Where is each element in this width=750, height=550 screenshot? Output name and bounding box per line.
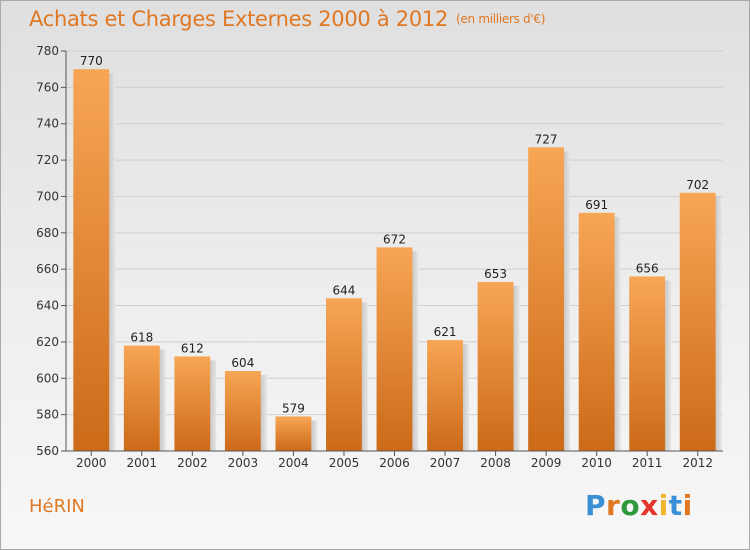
- x-tick-label: 2010: [581, 456, 612, 470]
- bar-shadow: [109, 73, 116, 451]
- logo-letter: t: [668, 489, 683, 522]
- x-tick-label: 2003: [228, 456, 259, 470]
- bar: [326, 298, 362, 451]
- axis-layer: 560 580 600 620 640 660 680 700 720 740 760 780 2000…: [36, 44, 723, 470]
- bar-shadow: [159, 349, 166, 451]
- bar: [376, 247, 413, 451]
- bar-shadow-layer: [109, 73, 722, 451]
- y-tick-label: 720: [36, 153, 59, 167]
- x-tick-label: 2000: [76, 456, 107, 470]
- bar: [224, 371, 261, 451]
- x-tick-label: 2007: [430, 456, 461, 470]
- x-tick-label: 2009: [531, 456, 562, 470]
- value-label: 770: [80, 54, 103, 68]
- x-tick-label: 2001: [127, 456, 158, 470]
- x-tick-label: 2012: [682, 456, 713, 470]
- logo-letter: x: [640, 489, 659, 522]
- bar: [629, 276, 666, 451]
- bar: [477, 281, 514, 451]
- y-tick-label: 680: [36, 226, 59, 240]
- value-label: 618: [130, 331, 153, 345]
- y-tick-label: 560: [36, 444, 59, 458]
- bar-layer: [73, 69, 716, 451]
- logo-letter: i: [682, 489, 693, 522]
- y-tick-label: 580: [36, 408, 59, 422]
- value-label: 727: [535, 132, 558, 146]
- value-label: 702: [686, 178, 709, 192]
- chart-title: Achats et Charges Externes 2000 à 2012 (e…: [29, 7, 545, 31]
- bar-shadow: [665, 280, 672, 451]
- bar-shadow: [412, 251, 419, 451]
- bar: [73, 69, 110, 451]
- value-label: 644: [333, 283, 356, 297]
- x-tick-label: 2004: [278, 456, 309, 470]
- bar: [679, 192, 716, 451]
- logo-letter: r: [606, 489, 621, 522]
- bar-shadow: [210, 360, 217, 451]
- bar: [174, 356, 211, 451]
- value-label: 612: [181, 341, 204, 355]
- y-tick-label: 600: [36, 371, 59, 385]
- value-label: 653: [484, 267, 507, 281]
- proxiti-logo: Proxiti: [585, 489, 693, 522]
- y-tick-label: 620: [36, 335, 59, 349]
- value-label: 672: [383, 232, 406, 246]
- y-tick-label: 740: [36, 117, 59, 131]
- y-tick-label: 700: [36, 189, 59, 203]
- x-tick-label: 2011: [632, 456, 663, 470]
- bar: [578, 212, 615, 451]
- y-tick-label: 780: [36, 44, 59, 58]
- bar: [123, 345, 160, 451]
- y-tick-label: 640: [36, 299, 59, 313]
- bar-shadow: [260, 375, 267, 451]
- y-tick-label: 760: [36, 80, 59, 94]
- bar: [275, 416, 312, 451]
- logo-letter: o: [620, 489, 641, 522]
- x-tick-label: 2006: [379, 456, 410, 470]
- value-label-layer: 770 618 612 604 579 644 672 621 653 727 691 656 702: [80, 54, 709, 415]
- logo-letter: P: [585, 489, 607, 522]
- commune-name: HéRIN: [29, 496, 85, 517]
- bar-shadow: [311, 420, 318, 451]
- x-tick-label: 2002: [177, 456, 208, 470]
- y-tick-label: 660: [36, 262, 59, 276]
- title-unit: (en milliers d'€): [456, 12, 546, 26]
- x-tick-label: 2005: [329, 456, 360, 470]
- value-label: 579: [282, 401, 305, 415]
- bar-shadow: [715, 196, 722, 451]
- value-label: 604: [231, 356, 254, 370]
- value-label: 656: [636, 261, 659, 275]
- bar: [427, 340, 463, 451]
- bar: [528, 147, 565, 451]
- bar-shadow: [513, 285, 520, 451]
- logo-letter: i: [658, 489, 669, 522]
- bar-shadow: [361, 302, 368, 451]
- bar-shadow: [462, 344, 469, 451]
- title-text: Achats et Charges Externes 2000 à 2012: [29, 7, 449, 31]
- bar-shadow: [564, 151, 571, 451]
- bar-shadow: [614, 216, 621, 451]
- x-tick-label: 2008: [480, 456, 511, 470]
- value-label: 621: [434, 325, 457, 339]
- bar-chart: 560 580 600 620 640 660 680 700 720 740 760 780 2000…: [36, 44, 723, 470]
- value-label: 691: [585, 198, 608, 212]
